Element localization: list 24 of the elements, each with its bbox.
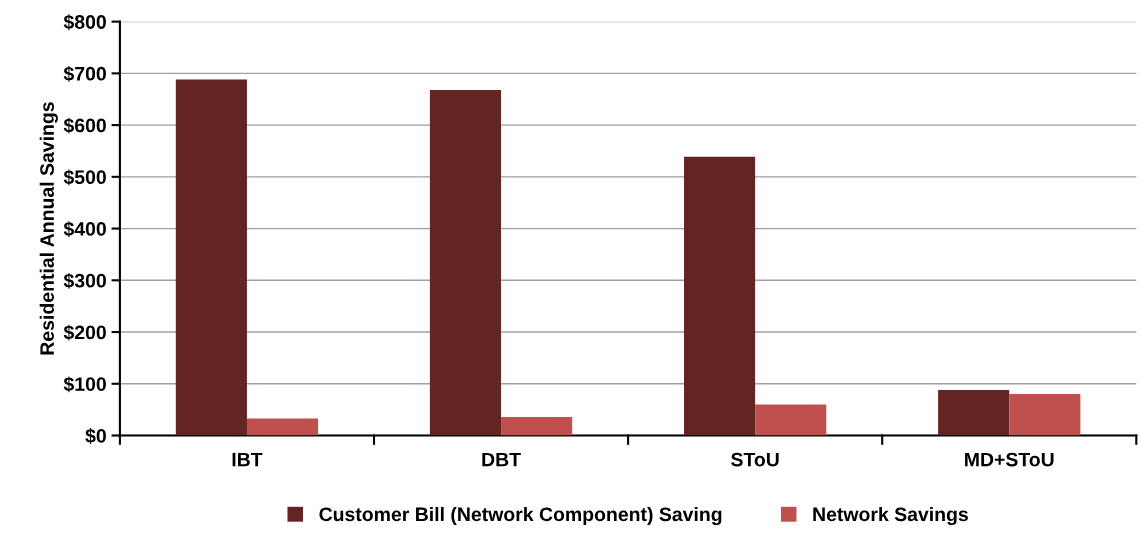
y-tick-label: $500 xyxy=(63,169,106,186)
bar xyxy=(755,404,827,436)
legend-label: Network Savings xyxy=(813,506,968,526)
y-tick-label: $700 xyxy=(63,65,106,82)
legend-label: Customer Bill (Network Component) Saving xyxy=(319,506,722,526)
y-tick-label: $400 xyxy=(63,221,106,238)
y-tick-label: $0 xyxy=(85,428,106,444)
bar xyxy=(684,156,756,436)
x-tick-label: DBT xyxy=(482,452,521,467)
x-tick-label: IBT xyxy=(232,452,263,467)
x-tick-label: MD+SToU xyxy=(965,452,1054,467)
bar xyxy=(246,418,319,436)
y-tick-label: $100 xyxy=(63,376,106,393)
bar xyxy=(1009,394,1081,436)
bar xyxy=(175,79,247,436)
bar xyxy=(938,389,1010,436)
y-axis-title: Residential Annual Savings xyxy=(39,102,58,355)
bar xyxy=(501,416,573,436)
y-tick-label: $300 xyxy=(63,272,106,289)
y-tick-label: $200 xyxy=(63,324,106,341)
bar xyxy=(429,89,502,436)
y-tick-label: $600 xyxy=(63,117,106,134)
y-tick-label: $800 xyxy=(63,14,106,31)
x-tick-label: SToU xyxy=(731,452,779,467)
